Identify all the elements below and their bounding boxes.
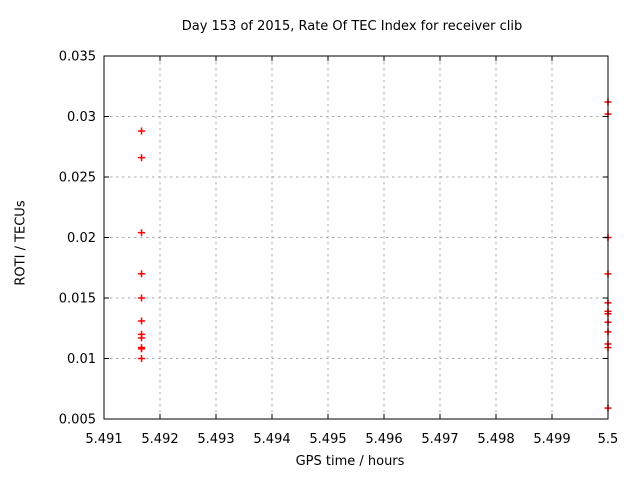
x-tick-label: 5.496 — [365, 432, 402, 447]
y-tick-label: 0.025 — [59, 171, 96, 186]
data-point-marker — [138, 334, 146, 342]
data-point-marker — [138, 317, 146, 325]
x-tick-label: 5.498 — [477, 432, 514, 447]
x-tick-label: 5.494 — [253, 432, 290, 447]
data-point-marker — [138, 229, 146, 237]
data-point-marker — [138, 294, 146, 302]
x-tick-label: 5.5 — [598, 432, 619, 447]
x-tick-label: 5.492 — [141, 432, 178, 447]
x-tick-label: 5.499 — [533, 432, 570, 447]
grid-lines — [104, 56, 608, 419]
chart-title: Day 153 of 2015, Rate Of TEC Index for r… — [181, 19, 523, 34]
y-tick-label: 0.035 — [59, 50, 96, 65]
tick-labels: 5.491 5.492 5.493 5.494 5.495 5.496 5.497 5.498… — [59, 50, 619, 448]
x-axis-label: GPS time / hours — [295, 454, 405, 469]
y-tick-label: 0.01 — [67, 352, 96, 367]
x-tick-label: 5.493 — [197, 432, 234, 447]
y-tick-label: 0.03 — [67, 110, 96, 125]
data-point-marker — [138, 154, 146, 162]
y-axis-label: ROTI / TECUs — [13, 200, 29, 286]
data-point-marker — [138, 127, 146, 135]
data-points — [138, 98, 612, 412]
plot-border-and-ticks — [103, 55, 609, 420]
data-point-marker — [138, 270, 146, 278]
data-point-marker — [138, 355, 146, 362]
x-tick-label: 5.491 — [85, 432, 122, 447]
y-tick-label: 0.005 — [59, 413, 96, 428]
y-tick-label: 0.015 — [59, 292, 96, 307]
x-tick-label: 5.497 — [421, 432, 458, 447]
data-point-marker — [138, 345, 146, 353]
x-tick-label: 5.495 — [309, 432, 346, 447]
y-tick-label: 0.02 — [67, 231, 96, 246]
